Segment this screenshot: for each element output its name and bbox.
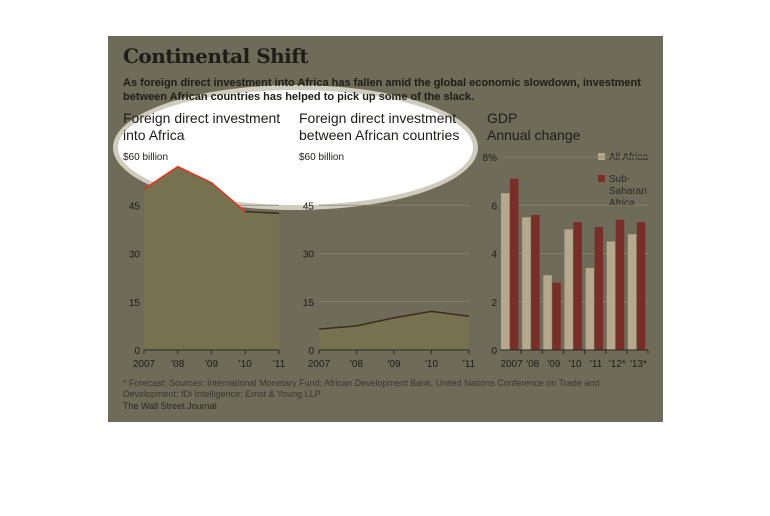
gdp-xtick-label: '09 bbox=[547, 359, 560, 370]
fdi-into-xtick-label: 2007 bbox=[133, 359, 156, 370]
gdp-xtick-label: '11 bbox=[590, 359, 603, 370]
legend-all-africa: All Africa bbox=[609, 152, 648, 163]
gdp-ytick-label: 2 bbox=[491, 298, 497, 309]
fdi-between-unit: $60 billion bbox=[299, 152, 345, 163]
gdp-xtick-label: '10 bbox=[568, 359, 581, 370]
fdi-into-xtick-label: '10 bbox=[239, 359, 252, 370]
gdp-bar-all-africa bbox=[564, 229, 573, 350]
page-title: Continental Shift bbox=[123, 44, 309, 68]
fdi-between-title-line1: Foreign direct investment bbox=[299, 110, 457, 126]
gdp-xtick-label: 2007 bbox=[500, 359, 523, 370]
footnote: * Forecast; Sources: International Monet… bbox=[123, 378, 600, 399]
fdi-into-ytick-label: 45 bbox=[129, 201, 141, 212]
legend-ssa-line1: Sub- bbox=[609, 174, 631, 185]
fdi-into-title-line2: into Africa bbox=[123, 127, 185, 143]
fdi-between-xtick-label: '09 bbox=[387, 359, 400, 370]
gdp-bar-ssa bbox=[594, 226, 604, 350]
fdi-between-title: Foreign direct investment between Africa… bbox=[299, 110, 459, 144]
fdi-between-ytick-label: 0 bbox=[308, 346, 314, 357]
legend-ssa-line3: Africa bbox=[609, 198, 635, 209]
legend-ssa: Sub- Saharan Africa bbox=[609, 174, 647, 210]
fdi-into-line bbox=[143, 165, 246, 213]
gdp-bar-all-africa bbox=[606, 241, 616, 350]
gdp-bar-ssa bbox=[531, 214, 540, 350]
gdp-bar-all-africa bbox=[501, 193, 510, 350]
fdi-between-ytick-label: 30 bbox=[303, 250, 315, 261]
fdi-into-xtick-label: '11 bbox=[273, 359, 286, 370]
fdi-into-ytick-label: 30 bbox=[129, 250, 141, 261]
fdi-into-title-line1: Foreign direct investment bbox=[123, 110, 281, 126]
fdi-between-title-line2: between African countries bbox=[299, 127, 460, 143]
gdp-bar-all-africa bbox=[522, 217, 531, 350]
gdp-bar-ssa bbox=[573, 222, 582, 350]
fdi-between-xtick-label: '08 bbox=[350, 359, 363, 370]
gdp-bar-all-africa bbox=[543, 275, 552, 350]
fdi-between-ytick-label: 15 bbox=[303, 298, 315, 309]
fdi-into-xtick-label: '08 bbox=[171, 359, 184, 370]
gdp-title-line2: Annual change bbox=[487, 127, 581, 143]
source-credit: The Wall Street Journal bbox=[123, 401, 217, 411]
fdi-into-ytick-label: 0 bbox=[134, 346, 140, 357]
gdp-bar-all-africa bbox=[627, 234, 637, 350]
fdi-into-ytick-label: 15 bbox=[129, 298, 141, 309]
fdi-between-xtick-label: '10 bbox=[425, 359, 438, 370]
gdp-xtick-label: '08 bbox=[526, 359, 539, 370]
gdp-ytick-label: 8% bbox=[483, 153, 498, 164]
fdi-into-unit: $60 billion bbox=[123, 152, 169, 163]
fdi-between-line bbox=[318, 310, 470, 330]
gdp-ytick-label: 4 bbox=[491, 250, 497, 261]
gdp-bar-ssa bbox=[615, 219, 625, 350]
gdp-xtick-label: '12* bbox=[609, 359, 626, 370]
gdp-ytick-label: 6 bbox=[491, 201, 497, 212]
fdi-between-xtick-label: '11 bbox=[463, 359, 476, 370]
gdp-xtick-label: '13* bbox=[630, 359, 647, 370]
gdp-title-line1: GDP bbox=[487, 110, 518, 126]
legend-swatch-all-africa bbox=[598, 153, 605, 160]
fdi-between-area bbox=[319, 311, 469, 350]
fdi-into-line-tail bbox=[245, 210, 280, 215]
fdi-between-xtick-label: 2007 bbox=[308, 359, 331, 370]
fdi-into-title: Foreign direct investment into Africa bbox=[123, 110, 280, 144]
fdi-into-area bbox=[144, 166, 279, 350]
fdi-between-ytick-label: 45 bbox=[303, 201, 315, 212]
fdi-into-xtick-label: '09 bbox=[205, 359, 218, 370]
gdp-bar-ssa bbox=[552, 282, 561, 350]
gdp-bar-ssa bbox=[636, 222, 646, 350]
legend-ssa-line2: Saharan bbox=[609, 186, 647, 197]
legend-swatch-ssa bbox=[598, 175, 605, 182]
gdp-ytick-label: 0 bbox=[491, 346, 497, 357]
gdp-title: GDP Annual change bbox=[487, 110, 580, 144]
gdp-bar-all-africa bbox=[585, 267, 595, 350]
gdp-bar-ssa bbox=[510, 178, 519, 350]
page-subtitle: As foreign direct investment into Africa… bbox=[123, 77, 641, 103]
